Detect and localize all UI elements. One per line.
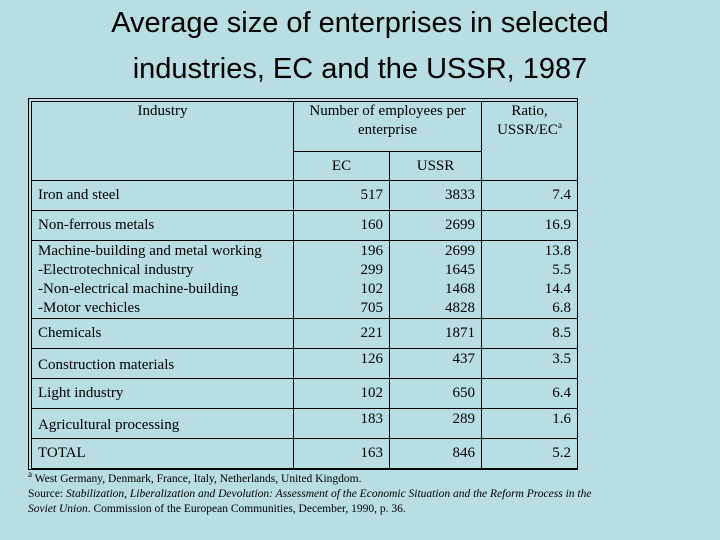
table-row-total: TOTAL 163 846 5.2 (31, 438, 579, 469)
sub-ratio: 14.4 (544, 280, 572, 297)
sub-ratio: 6.8 (552, 299, 572, 316)
footnote-text: West Germany, Denmark, France, Italy, Ne… (32, 473, 362, 485)
row-ratio: 6.4 (481, 378, 579, 409)
table-row: Agricultural processing 183 289 1.6 (31, 408, 579, 439)
header-ratio-sup: a (557, 120, 562, 130)
header-industry: Industry (31, 101, 294, 181)
row-industry-group: Machine-building and metal working -Elec… (31, 240, 294, 319)
row-ec: 196 (360, 242, 384, 259)
row-ussr: 3833 (388, 180, 483, 211)
header-ec: EC (293, 151, 390, 181)
row-industry: Chemicals (31, 318, 294, 349)
table-footnote: a West Germany, Denmark, France, Italy, … (28, 469, 608, 517)
row-industry: Construction materials (31, 348, 294, 379)
row-industry: Agricultural processing (31, 408, 294, 439)
row-industry: Light industry (31, 378, 294, 409)
header-ratio: Ratio, USSR/ECa (481, 101, 579, 181)
row-ratio: 8.5 (481, 318, 579, 349)
row-ratio: 16.9 (481, 210, 579, 241)
table-row-group: Machine-building and metal working -Elec… (31, 240, 579, 319)
footnote-source: Source: Stabilization, Liberalization an… (28, 487, 608, 517)
source-title: Stabilization, Liberalization and Devolu… (28, 488, 592, 515)
sub-industry: -Electrotechnical industry (38, 261, 194, 278)
row-ratio: 5.2 (481, 438, 579, 469)
row-ussr: 846 (388, 438, 483, 469)
header-employees-line1: Number of employees per (309, 103, 466, 119)
row-ussr: 650 (388, 378, 483, 409)
row-ec: 102 (293, 378, 390, 409)
row-industry: TOTAL (31, 438, 294, 469)
row-industry: Non-ferrous metals (31, 210, 294, 241)
title-line-1: Average size of enterprises in selected (111, 7, 609, 39)
footnote-countries: a West Germany, Denmark, France, Italy, … (28, 469, 608, 487)
header-ratio-line2: USSR/EC (497, 122, 558, 138)
row-ratio: 1.6 (481, 408, 579, 439)
row-ec: 160 (293, 210, 390, 241)
sub-ec: 102 (360, 280, 384, 297)
sub-industry: -Non-electrical machine-building (38, 280, 239, 297)
table-row: Light industry 102 650 6.4 (31, 378, 579, 409)
header-ussr: USSR (388, 151, 483, 181)
sub-ussr: 1468 (445, 280, 476, 297)
header-employees: Number of employees per enterprise (292, 101, 483, 152)
row-ec: 163 (293, 438, 390, 469)
source-rest: . Commission of the European Communities… (87, 503, 406, 515)
row-ussr: 289 (388, 408, 483, 439)
source-label: Source: (28, 488, 67, 500)
table-row: Chemicals 221 1871 8.5 (31, 318, 579, 349)
row-industry: Machine-building and metal working (38, 242, 262, 259)
slide-title: Average size of enterprises in selected … (0, 0, 720, 92)
sub-ec: 299 (360, 261, 384, 278)
row-ec: 126 (293, 348, 390, 379)
row-ratio: 7.4 (481, 180, 579, 211)
row-industry: Iron and steel (31, 180, 294, 211)
sub-industry: -Motor vechicles (38, 299, 141, 316)
header-ratio-line1: Ratio, (511, 103, 548, 119)
table-row: Construction materials 126 437 3.5 (31, 348, 579, 379)
sub-ussr: 4828 (445, 299, 476, 316)
row-ratio-group: 13.8 5.5 14.4 6.8 (481, 240, 579, 319)
row-ussr: 2699 (445, 242, 476, 259)
sub-ratio: 5.5 (552, 261, 572, 278)
table-row: Iron and steel 517 3833 7.4 (31, 180, 579, 211)
enterprise-size-table: Industry Number of employees per enterpr… (31, 101, 579, 469)
title-line-2: industries, EC and the USSR, 1987 (132, 53, 588, 85)
row-ratio: 3.5 (481, 348, 579, 379)
sub-ussr: 1645 (445, 261, 476, 278)
row-ussr: 437 (388, 348, 483, 379)
row-ussr-group: 2699 1645 1468 4828 (388, 240, 483, 319)
row-ussr: 1871 (388, 318, 483, 349)
table-row: Non-ferrous metals 160 2699 16.9 (31, 210, 579, 241)
header-employees-line2: enterprise (357, 122, 418, 138)
row-ussr: 2699 (388, 210, 483, 241)
row-ratio: 13.8 (544, 242, 572, 259)
row-ec: 221 (293, 318, 390, 349)
row-ec-group: 196 299 102 705 (293, 240, 390, 319)
sub-ec: 705 (360, 299, 384, 316)
footnote-marker: a (28, 469, 32, 480)
row-ec: 183 (293, 408, 390, 439)
row-ec: 517 (293, 180, 390, 211)
